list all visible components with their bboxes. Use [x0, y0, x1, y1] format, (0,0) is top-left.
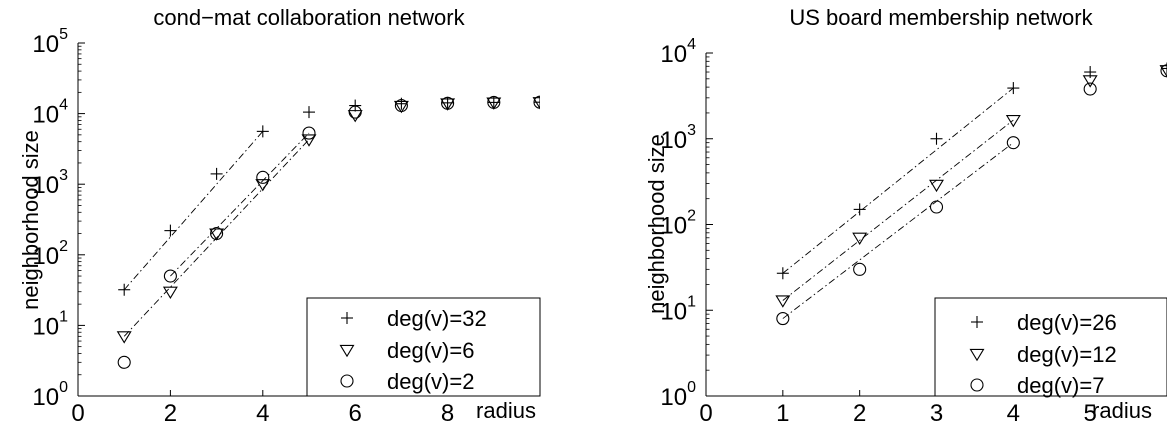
data-point-triangle-down — [116, 331, 132, 344]
legend-marker-circle — [340, 374, 354, 388]
x-axis-label: radius — [1092, 398, 1152, 423]
x-axis-label: radius — [476, 398, 536, 423]
data-point-triangle-down — [1082, 75, 1098, 88]
chart-2: 0 1 2 3 4 5 100 101 102 103 104 US board membership… — [644, 5, 1167, 427]
data-point-triangle-down — [532, 97, 540, 110]
y-tick-label: 102 — [32, 238, 68, 270]
x-tick-label: 2 — [164, 400, 177, 427]
data-point-triangle-down — [440, 98, 456, 111]
legend: deg(v)=26 deg(v)=12 deg(v)=7 — [934, 297, 1167, 398]
data-point-triangle-down — [301, 134, 317, 147]
data-point-circle — [1160, 64, 1167, 78]
fit-line — [782, 119, 1014, 301]
legend-label: deg(v)=12 — [1017, 342, 1117, 367]
y-tick-label: 104 — [32, 97, 68, 129]
x-tick-label: 5 — [1083, 400, 1096, 427]
data-point-circle — [117, 355, 131, 369]
legend-box — [306, 297, 541, 397]
x-tick-label: 0 — [699, 400, 712, 427]
data-point-triangle-down — [486, 97, 502, 110]
data-point-triangle-down — [393, 100, 409, 114]
data-point-plus — [256, 125, 269, 138]
data-point-triangle-down — [255, 179, 271, 192]
data-point-plus — [210, 167, 223, 180]
data-point-circle — [853, 262, 867, 276]
y-tick-label: 102 — [660, 208, 696, 240]
data-point-circle — [533, 95, 540, 109]
data-point-plus — [930, 132, 943, 145]
data-point-circle — [776, 312, 790, 326]
plot-area — [775, 62, 1167, 326]
fit-line — [123, 131, 264, 291]
x-tick-label: 2 — [853, 400, 866, 427]
x-tick-label: 0 — [71, 400, 84, 427]
data-point-triangle-down — [929, 179, 944, 193]
legend-label: deg(v)=6 — [387, 338, 474, 363]
fit-line — [782, 87, 1014, 274]
y-tick-label: 104 — [660, 36, 696, 68]
data-point-plus — [776, 267, 789, 280]
y-tick-label: 100 — [660, 379, 696, 411]
data-point-plus — [118, 283, 131, 296]
data-point-triangle-down — [775, 295, 791, 308]
x-tick-label: 8 — [441, 400, 454, 427]
chart-1: 0 2 4 6 8 100 101 102 103 104 105 cond−mat collabor… — [18, 5, 541, 427]
legend-marker-plus — [971, 316, 983, 328]
data-point-triangle-down — [209, 228, 225, 241]
data-point-circle — [441, 96, 455, 110]
data-point-triangle-down — [1005, 115, 1021, 128]
data-point-circle — [929, 200, 944, 214]
data-point-circle — [302, 126, 316, 140]
plot-area — [116, 95, 540, 369]
data-point-circle — [210, 226, 224, 241]
x-tick-label: 1 — [776, 400, 789, 427]
legend-marker-circle — [970, 378, 984, 392]
y-tick-label: 100 — [32, 379, 68, 411]
fit-line — [170, 132, 310, 277]
chart-title: US board membership network — [789, 5, 1093, 30]
data-point-plus — [853, 203, 866, 216]
fit-line — [123, 139, 310, 337]
legend-label: deg(v)=2 — [387, 369, 474, 394]
y-axis-label: neighborhood size — [644, 134, 669, 314]
x-tick-label: 3 — [930, 400, 943, 427]
data-point-plus — [164, 224, 177, 237]
legend-label: deg(v)=7 — [1017, 373, 1104, 398]
data-point-circle — [487, 95, 501, 109]
legend-box — [934, 297, 1167, 397]
fit-line — [782, 142, 1014, 319]
x-tick-label: 6 — [349, 400, 362, 427]
data-point-circle — [1006, 136, 1020, 150]
data-point-plus — [1007, 82, 1020, 95]
legend-marker-triangle-down — [339, 344, 355, 358]
legend-marker-triangle-down — [969, 348, 985, 362]
legend: deg(v)=32 deg(v)=6 deg(v)=2 — [306, 297, 541, 397]
y-tick-label: 105 — [32, 26, 68, 58]
data-point-circle — [163, 269, 177, 283]
data-point-plus — [1161, 62, 1167, 75]
data-point-triangle-down — [347, 110, 363, 123]
data-point-circle — [394, 99, 408, 113]
data-point-circle — [1083, 82, 1097, 96]
y-tick-label: 101 — [32, 308, 68, 340]
y-axis-label: neighborhood size — [18, 130, 43, 310]
data-point-triangle-down — [162, 286, 178, 299]
data-point-plus — [303, 106, 315, 119]
y-tick-label: 103 — [660, 122, 696, 154]
legend-label: deg(v)=26 — [1017, 310, 1117, 335]
legend-marker-plus — [341, 312, 353, 324]
data-point-circle — [348, 105, 362, 119]
chart-title: cond−mat collaboration network — [153, 5, 465, 30]
x-tick-label: 4 — [256, 400, 269, 427]
y-tick-label: 103 — [32, 167, 68, 199]
x-tick-label: 4 — [1007, 400, 1020, 427]
y-tick-label: 101 — [660, 293, 696, 325]
data-point-triangle-down — [852, 232, 868, 246]
data-point-triangle-down — [1159, 65, 1167, 78]
legend-label: deg(v)=32 — [387, 306, 487, 331]
data-point-circle — [256, 170, 270, 184]
